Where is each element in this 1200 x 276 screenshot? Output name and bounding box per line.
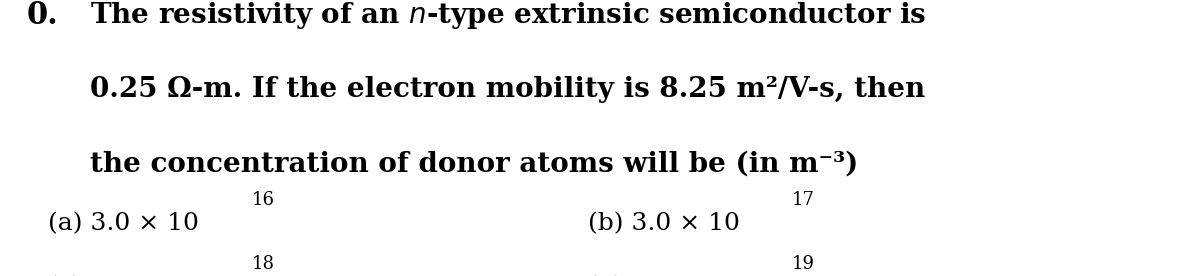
Text: (b) 3.0 × 10: (b) 3.0 × 10 xyxy=(588,212,740,235)
Text: The resistivity of an $n$-type extrinsic semiconductor is: The resistivity of an $n$-type extrinsic… xyxy=(90,0,926,31)
Text: 16: 16 xyxy=(252,191,275,209)
Text: the concentration of donor atoms will be (in m⁻³): the concentration of donor atoms will be… xyxy=(90,151,858,178)
Text: 17: 17 xyxy=(792,191,815,209)
Text: 18: 18 xyxy=(252,255,275,273)
Text: 0.25 Ω-m. If the electron mobility is 8.25 m²/V-s, then: 0.25 Ω-m. If the electron mobility is 8.… xyxy=(90,76,925,102)
Text: 19: 19 xyxy=(792,255,815,273)
Text: (a) 3.0 × 10: (a) 3.0 × 10 xyxy=(48,212,199,235)
Text: 0.: 0. xyxy=(26,0,58,31)
